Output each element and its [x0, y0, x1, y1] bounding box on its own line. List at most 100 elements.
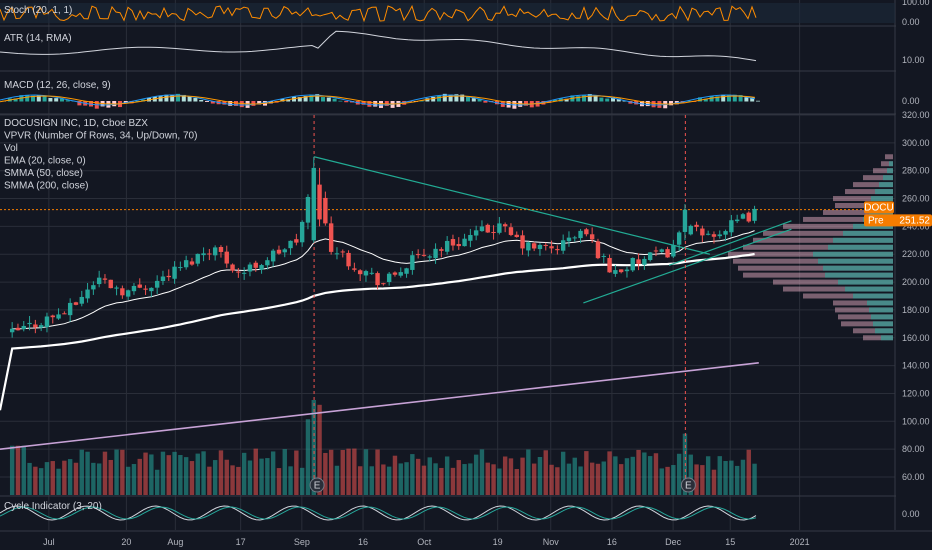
macd-hist — [379, 101, 383, 108]
time-axis[interactable]: Jul 20 Aug 17 Sep 16 Oct 19 Nov 16 Dec 15 2021 — [0, 530, 932, 550]
candle-body — [247, 264, 253, 272]
candle-body — [421, 254, 427, 256]
candle-body — [253, 262, 258, 268]
cycle-pane[interactable] — [0, 505, 757, 521]
macd-hist — [616, 98, 621, 102]
candle-body — [44, 316, 50, 328]
main-legend-line: VPVR (Number Of Rows, 34, Up/Down, 70) — [4, 131, 197, 142]
stoch-band — [0, 3, 895, 23]
volume-bar — [56, 468, 61, 495]
macd-hist — [309, 95, 314, 102]
candle-body — [79, 296, 84, 304]
volume-bar — [102, 451, 108, 495]
candle-body — [259, 265, 264, 270]
volume-bar — [166, 455, 171, 495]
candle-body — [131, 285, 137, 292]
atr-pane[interactable] — [0, 30, 757, 62]
volume-bar — [375, 449, 380, 495]
volume-bar — [183, 457, 189, 495]
candle-body — [723, 231, 728, 235]
candle-body — [705, 233, 711, 235]
macd-hist — [732, 94, 737, 102]
volume-bar — [497, 468, 502, 495]
macd-hist — [222, 101, 227, 105]
candle-body — [520, 235, 525, 249]
macd-hist — [321, 97, 325, 102]
volume-bar — [694, 464, 699, 495]
volume-bar — [340, 449, 345, 495]
volume-bar — [44, 462, 50, 495]
time-tick: Aug — [167, 537, 183, 547]
vpvr-row — [833, 300, 893, 306]
price-axis[interactable]: 320.00 300.00 280.00 260.00 240.00 220.00 200.… — [864, 0, 932, 550]
volume-bar — [270, 451, 276, 495]
cycle-legend: Cycle Indicator (3, 20) — [4, 501, 102, 512]
candle-body — [62, 313, 67, 315]
macd-hist — [471, 98, 476, 102]
volume-bar — [33, 466, 38, 495]
macd-hist — [158, 96, 163, 102]
volume-bar — [642, 452, 647, 495]
candle-body — [398, 272, 403, 276]
volume-bar — [526, 449, 531, 495]
candle-body — [717, 234, 722, 237]
macd-hist — [326, 97, 331, 102]
vpvr-row — [763, 230, 893, 236]
volume-bar — [9, 445, 15, 495]
volume-bar — [212, 460, 218, 495]
candle-body — [647, 252, 653, 261]
main-legend-line: Vol — [4, 143, 18, 154]
moving-averages — [0, 230, 759, 450]
candle-body — [352, 268, 357, 270]
volume-bar — [392, 455, 398, 495]
vpvr-row-up — [889, 161, 893, 167]
price-badge-prefix: Pre — [868, 215, 884, 226]
macd-hist — [361, 101, 366, 105]
vpvr-row-up — [845, 286, 893, 292]
candle-body — [241, 272, 247, 274]
volume-bar — [740, 459, 746, 495]
ticker-badge-label: DOCU — [864, 202, 893, 213]
candle-body — [543, 244, 548, 246]
candle-body — [201, 253, 206, 256]
volume-bar — [149, 454, 154, 495]
vpvr-row-up — [867, 300, 893, 306]
candle-body — [636, 259, 641, 264]
stoch-pane[interactable] — [0, 3, 895, 23]
price-badge — [864, 214, 932, 227]
candles[interactable] — [9, 156, 757, 338]
macd-hist — [738, 95, 743, 102]
volume-bar — [114, 449, 119, 495]
macd-pane[interactable] — [0, 93, 760, 109]
volume-bar — [624, 458, 630, 495]
candle-body — [630, 257, 635, 271]
volume-bar — [531, 463, 537, 495]
macd-hist — [176, 93, 180, 102]
volume-bar — [746, 449, 751, 495]
macd-hist — [454, 94, 459, 102]
macd-hist — [727, 94, 731, 102]
macd-hist — [25, 94, 30, 102]
price-tick: 160.00 — [902, 333, 930, 343]
vpvr-row-up — [875, 328, 893, 334]
macd-hist — [251, 101, 256, 106]
macd-hist — [332, 98, 337, 102]
volume-bar — [357, 466, 363, 495]
vpvr-row — [803, 293, 893, 299]
vpvr-row — [885, 154, 893, 160]
volume-bar — [125, 466, 131, 495]
time-tick: Jul — [43, 537, 55, 547]
candle-body — [549, 246, 554, 249]
macd-hist — [744, 97, 749, 102]
volume-bar — [230, 465, 235, 495]
volume-bar — [671, 465, 676, 495]
time-tick: 16 — [607, 537, 617, 547]
candle-body — [688, 225, 693, 235]
macd-hist — [582, 95, 586, 102]
volume-bar — [549, 464, 554, 495]
candle-body — [15, 327, 21, 331]
candle-body — [508, 227, 514, 235]
vpvr-row-up — [873, 321, 893, 327]
candle-body — [578, 230, 583, 239]
